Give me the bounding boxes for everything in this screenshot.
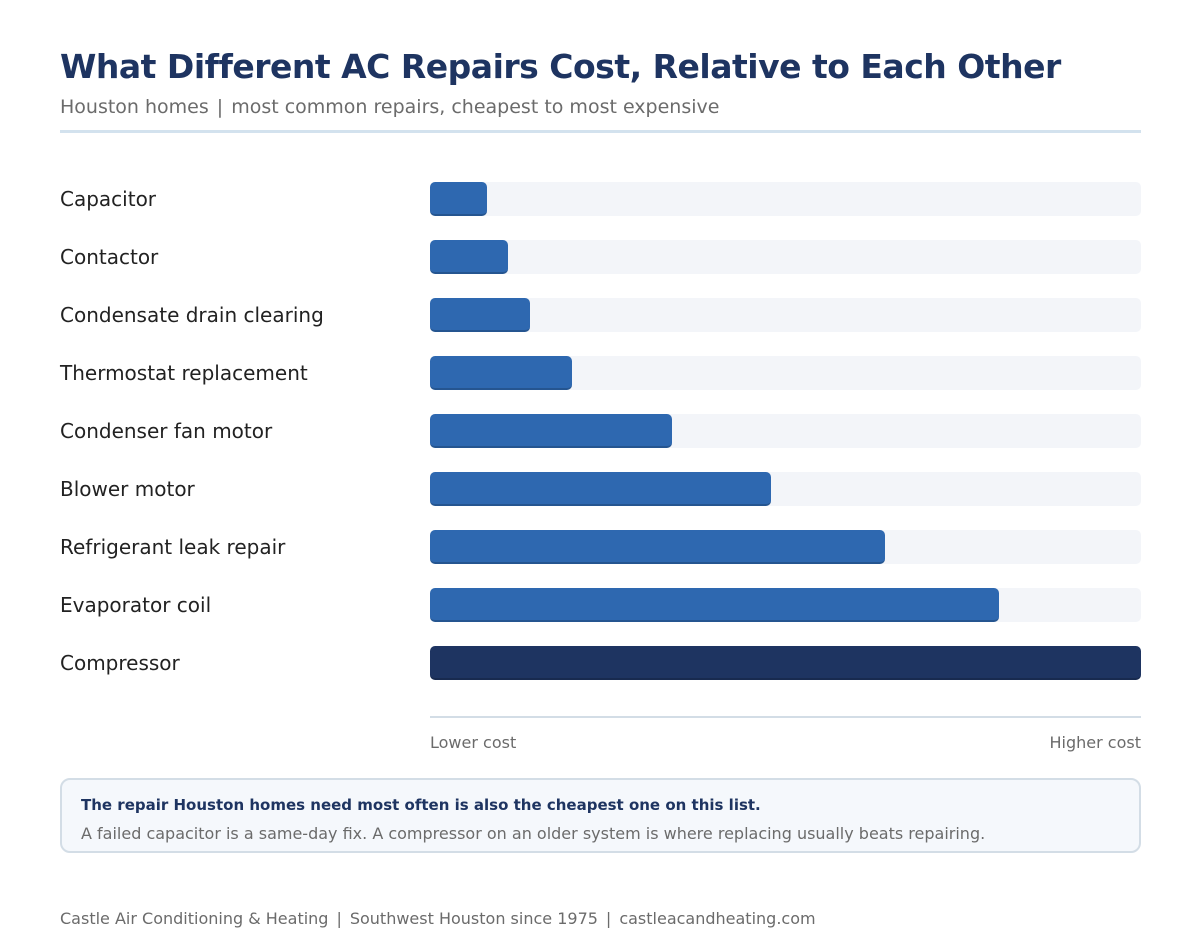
bar-label: Evaporator coil [60,593,212,617]
repair-cost-bar-chart: Capacitor Contactor Condensate drain clear… [60,0,1141,760]
bar [430,414,672,448]
bar [430,298,530,332]
x-axis-high-label: Higher cost [1049,733,1141,752]
footer-company: Castle Air Conditioning & Heating [60,909,329,928]
infographic: What Different AC Repairs Cost, Relative… [60,0,1141,940]
bar [430,356,572,390]
bar-track [430,240,1141,274]
subtitle-separator: | [216,96,224,118]
footer: Castle Air Conditioning & Heating | Southw… [60,909,816,928]
page-title: What Different AC Repairs Cost, Relative… [60,47,1061,86]
bar-label: Thermostat replacement [60,361,308,385]
bar [430,240,508,274]
footer-website-link[interactable]: castleacandheating.com [619,909,816,928]
bar-label: Compressor [60,651,180,675]
page-subtitle: Houston homes | most common repairs, cheap… [60,96,719,118]
footer-tagline: Southwest Houston since 1975 [349,909,598,928]
bar-label: Condenser fan motor [60,419,273,443]
x-axis-line [430,716,1141,718]
bar-label: Blower motor [60,477,195,501]
bar [430,588,999,622]
bar-label: Capacitor [60,187,157,211]
callout-headline: The repair Houston homes need most often… [81,796,761,814]
bar [430,472,771,506]
footer-separator: | [605,909,612,928]
x-axis-low-label: Lower cost [430,733,517,752]
footer-separator: | [336,909,342,928]
callout-box: The repair Houston homes need most often… [60,778,1141,853]
subtitle-description: most common repairs, cheapest to most ex… [231,96,720,118]
bar-label: Refrigerant leak repair [60,535,286,559]
bar [430,182,487,216]
bar [430,646,1141,680]
bar-label: Condensate drain clearing [60,303,324,327]
title-divider [60,130,1141,133]
subtitle-location: Houston homes [60,96,209,118]
bar-track [430,182,1141,216]
bar-track [430,298,1141,332]
callout-body: A failed capacitor is a same-day fix. A … [81,824,986,843]
bar [430,530,885,564]
bar-label: Contactor [60,245,159,269]
